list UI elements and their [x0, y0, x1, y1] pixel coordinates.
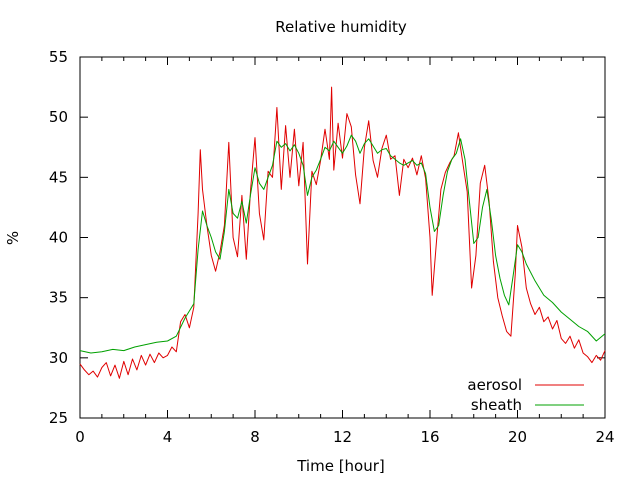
y-axis-label: % — [4, 231, 22, 245]
y-tick-label: 30 — [49, 349, 68, 367]
axis-ticks: 0 4 8 12 16 20 24 25 30 35 40 45 50 55 — [49, 48, 615, 446]
plot-border — [79, 56, 606, 419]
legend-label-aerosol: aerosol — [467, 376, 522, 394]
x-tick-label: 24 — [595, 428, 614, 446]
y-tick-label: 50 — [49, 108, 68, 126]
series-layer — [79, 86, 606, 379]
x-tick-label: 4 — [163, 428, 173, 446]
chart-title: Relative humidity — [275, 18, 407, 36]
plot-frame — [79, 56, 606, 419]
y-tick-label: 35 — [49, 289, 68, 307]
series-line-sheath — [79, 134, 606, 354]
legend: aerosol sheath — [467, 376, 584, 414]
series-line-aerosol — [79, 86, 606, 379]
x-tick-label: 12 — [333, 428, 352, 446]
x-tick-label: 0 — [75, 428, 85, 446]
x-tick-label: 20 — [508, 428, 527, 446]
y-tick-label: 25 — [49, 409, 68, 427]
y-tick-label: 45 — [49, 168, 68, 186]
legend-label-sheath: sheath — [471, 396, 522, 414]
y-tick-label: 40 — [49, 229, 68, 247]
x-tick-label: 8 — [250, 428, 260, 446]
x-tick-label: 16 — [420, 428, 439, 446]
x-axis-label: Time [hour] — [296, 457, 385, 475]
y-tick-label: 55 — [49, 48, 68, 66]
